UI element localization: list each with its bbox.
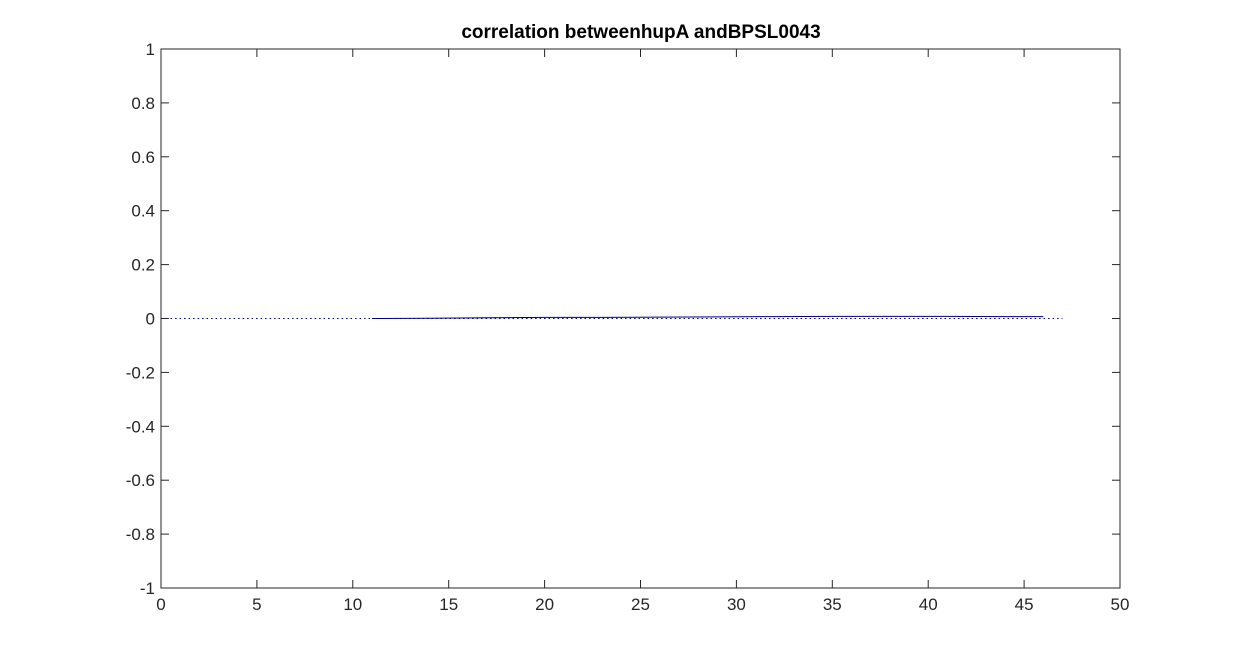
x-tick-label: 25 [631,595,650,614]
y-tick-label: -0.8 [126,525,155,544]
y-tick-label: 0.8 [131,94,155,113]
x-tick-label: 40 [919,595,938,614]
y-tick-label: 0.2 [131,256,155,275]
x-tick-label: 10 [343,595,362,614]
y-tick-label: -0.2 [126,363,155,382]
y-tick-label: -1 [140,579,155,598]
x-tick-label: 30 [727,595,746,614]
chart-title: correlation betweenhupA andBPSL0043 [461,22,820,43]
x-tick-label: 35 [823,595,842,614]
correlation-series-line [371,315,1044,319]
x-tick-label: 20 [535,595,554,614]
y-tick-label: 1 [146,40,155,59]
y-tick-label: 0 [146,310,155,329]
plot-area: 0 5 10 15 20 25 30 35 40 45 50 1 0.8 0.6 0.4 0.2 0 -0.2 -0… [126,40,1130,614]
x-tick-label: 50 [1111,595,1130,614]
y-tick-label: 0.6 [131,148,155,167]
x-tick-label: 5 [252,595,261,614]
x-tick-label: 45 [1015,595,1034,614]
x-tick-label: 0 [156,595,165,614]
y-tick-label: -0.6 [126,471,155,490]
y-tick-label: -0.4 [126,417,155,436]
y-tick-label: 0.4 [131,202,155,221]
x-tick-label: 15 [439,595,458,614]
